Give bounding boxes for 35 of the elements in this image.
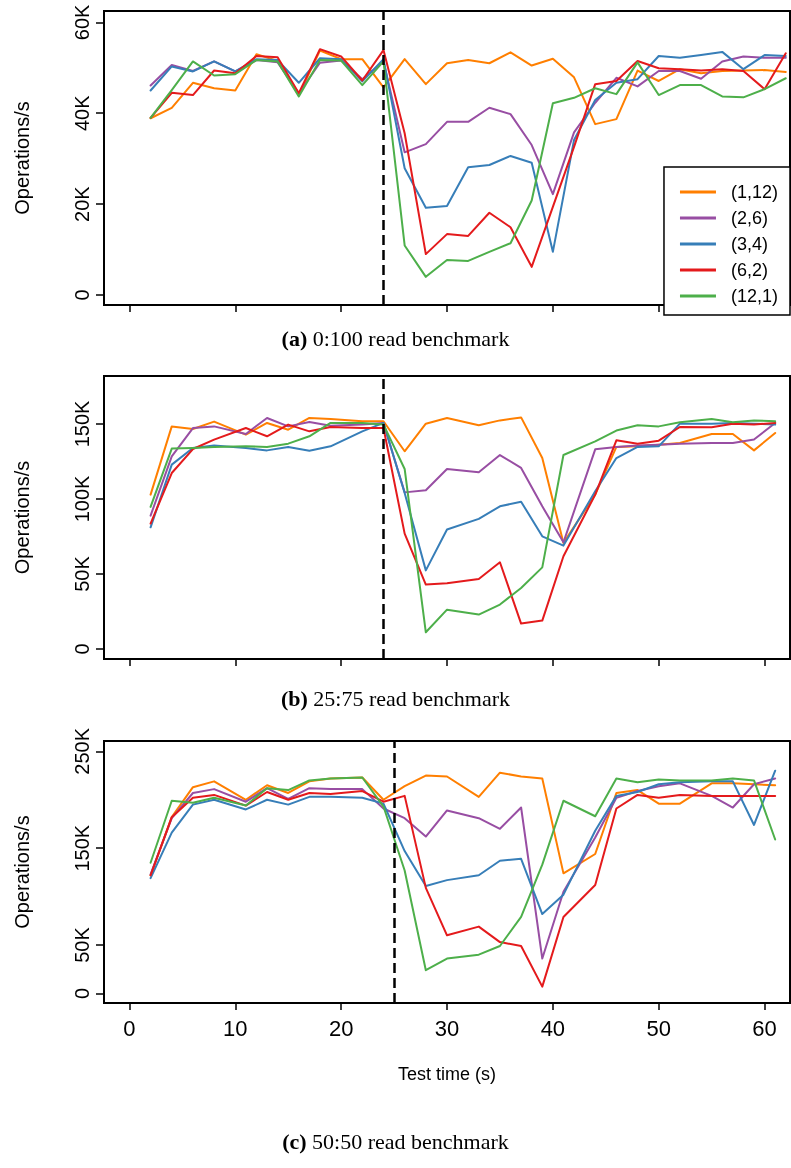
x-tick-label: 10: [223, 1015, 248, 1041]
x-tick-label: 60: [752, 1015, 777, 1041]
y-axis-title: Operations/s: [11, 460, 33, 575]
y-tick-label: 100K: [71, 474, 93, 523]
line-series: [149, 421, 777, 572]
y-tick-label: 0: [71, 289, 93, 301]
text: (b) 25:75 read benchmark: [280, 685, 511, 711]
y-tick-label: 20K: [71, 185, 93, 222]
y-tick-label: 0: [71, 987, 93, 999]
y-axis-title: Operations/s: [11, 101, 33, 215]
legend-label: (1,12): [730, 182, 779, 202]
y-tick-label: 150K: [71, 399, 93, 448]
y-tick-label: 50K: [71, 926, 93, 963]
legend-label: (12,1): [730, 286, 779, 306]
y-tick-label: 60K: [71, 3, 93, 41]
x-tick-label: 20: [328, 1015, 354, 1041]
text: (c) 50:50 read benchmark: [282, 1128, 509, 1154]
text: (a) 0:100 read benchmark: [281, 325, 510, 351]
y-tick-label: 0: [71, 643, 93, 655]
x-tick-label: 0: [123, 1015, 136, 1041]
y-tick-label: 250K: [71, 727, 93, 775]
legend-label: (2,6): [730, 208, 768, 228]
line-series: [149, 769, 777, 916]
x-axis-title: Test time (s): [397, 1064, 497, 1084]
legend-label: (6,2): [730, 260, 768, 280]
x-tick-label: 30: [434, 1015, 460, 1041]
y-axis-title: Operations/s: [11, 815, 33, 929]
legend-label: (3,4): [730, 234, 768, 254]
y-tick-label: 40K: [71, 94, 93, 132]
line-series: [149, 49, 787, 126]
x-tick-label: 40: [540, 1015, 566, 1041]
line-series: [149, 416, 777, 544]
y-tick-label: 150K: [71, 824, 93, 872]
x-tick-label: 50: [646, 1015, 671, 1041]
y-tick-label: 50K: [71, 555, 93, 592]
